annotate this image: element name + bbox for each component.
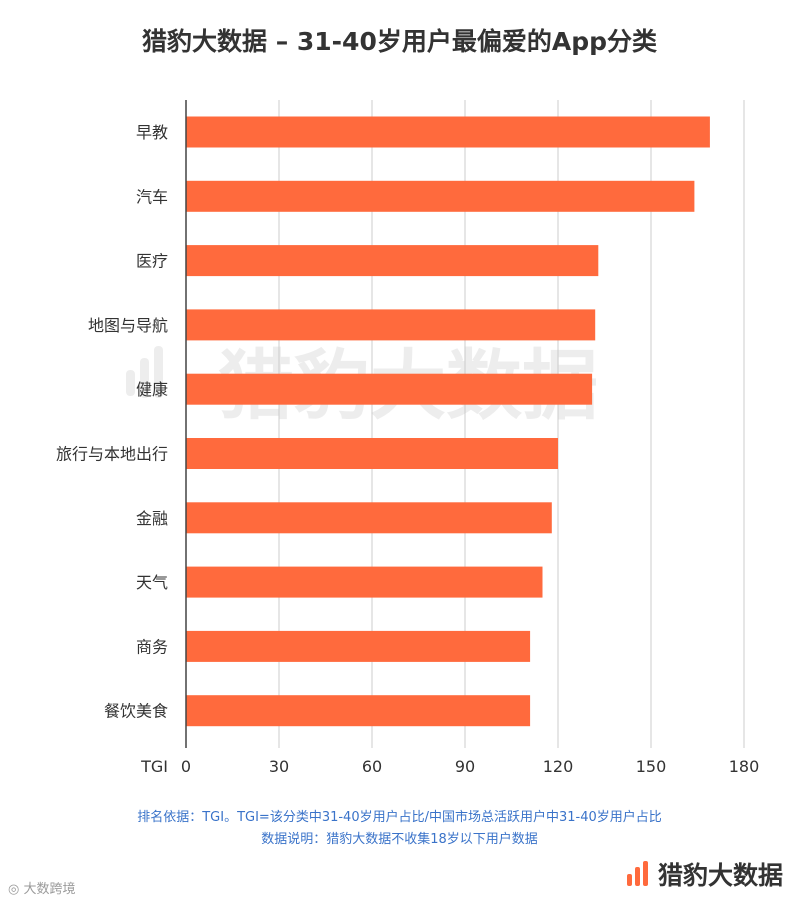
x-tick-label-60: 60 — [362, 757, 382, 776]
bar-7 — [186, 502, 552, 534]
bar-2 — [186, 180, 695, 212]
bar-3 — [186, 245, 599, 277]
bar-10 — [186, 695, 531, 727]
data-note: 数据说明：猎豹大数据不收集18岁以下用户数据 — [261, 832, 538, 847]
bar-6 — [186, 438, 558, 469]
watermark-icon — [126, 346, 163, 398]
category-label-4: 地图与导航 — [88, 316, 168, 335]
bar-9 — [186, 630, 531, 662]
chart-title: 猎豹大数据 – 31-40岁用户最偏爱的App分类 — [141, 27, 657, 56]
category-label-7: 金融 — [136, 509, 168, 528]
bar-1 — [186, 116, 710, 148]
category-label-2: 汽车 — [136, 187, 168, 206]
brand-logo: 猎豹大数据 — [626, 856, 783, 892]
x-tick-label-90: 90 — [455, 757, 475, 776]
category-label-3: 医疗 — [136, 252, 168, 271]
category-label-10: 餐饮美食 — [104, 702, 168, 721]
ranking-note: 排名依据：TGI。TGI=该分类中31-40岁用户占比/中国市场总活跃用户中31… — [137, 810, 662, 825]
x-tick-label-150: 150 — [636, 757, 667, 776]
x-tick-label-0: 0 — [181, 757, 191, 776]
bar-logo-icon — [626, 861, 648, 886]
category-label-6: 旅行与本地出行 — [56, 445, 168, 464]
source-watermark: ◎ 大数跨境 — [8, 882, 76, 897]
x-tick-label-30: 30 — [269, 757, 289, 776]
category-label-1: 早教 — [136, 123, 168, 142]
x-axis-label: TGI — [140, 757, 168, 776]
bar-4 — [186, 309, 596, 341]
bar-5 — [186, 373, 593, 405]
x-tick-label-180: 180 — [729, 757, 760, 776]
brand-name: 猎豹大数据 — [657, 861, 783, 890]
bar-8 — [186, 566, 543, 598]
x-tick-label-120: 120 — [543, 757, 574, 776]
category-label-8: 天气 — [136, 573, 168, 592]
category-label-9: 商务 — [136, 637, 168, 656]
category-label-5: 健康 — [136, 380, 168, 399]
